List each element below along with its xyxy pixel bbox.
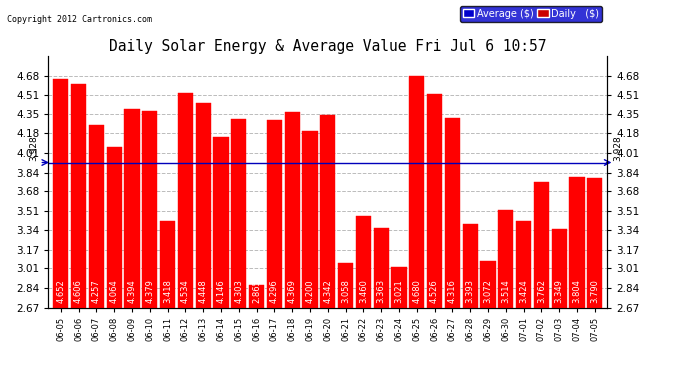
Text: 3.460: 3.460 [359,279,368,303]
Text: 4.394: 4.394 [128,279,137,303]
Bar [160,221,175,308]
Bar [338,263,353,308]
Bar [89,124,104,308]
Text: 4.146: 4.146 [217,279,226,303]
Bar [587,178,602,308]
Text: 3.021: 3.021 [395,279,404,303]
Text: 3.393: 3.393 [466,279,475,303]
Bar [534,182,549,308]
Bar [480,261,495,308]
Text: 3.928: 3.928 [30,136,39,161]
Text: 2.865: 2.865 [252,279,261,303]
Text: 3.804: 3.804 [573,279,582,303]
Bar [409,76,424,307]
Title: Daily Solar Energy & Average Value Fri Jul 6 10:57: Daily Solar Energy & Average Value Fri J… [109,39,546,54]
Text: 3.514: 3.514 [501,279,510,303]
Text: 3.072: 3.072 [484,279,493,303]
Bar [249,285,264,308]
Text: 4.526: 4.526 [430,279,439,303]
Bar [516,220,531,308]
Text: 4.064: 4.064 [110,279,119,303]
Text: 4.296: 4.296 [270,279,279,303]
Bar [445,118,460,308]
Bar [53,79,68,308]
Bar [391,267,406,308]
Bar [356,216,371,308]
Bar [569,177,584,308]
Text: 4.448: 4.448 [199,279,208,303]
Bar [213,137,228,308]
Text: 4.342: 4.342 [323,279,333,303]
Text: 4.652: 4.652 [57,279,66,303]
Text: 4.200: 4.200 [306,279,315,303]
Text: 4.379: 4.379 [146,279,155,303]
Bar [551,229,566,308]
Bar [373,228,388,308]
Text: 4.680: 4.680 [412,279,422,303]
Text: Copyright 2012 Cartronics.com: Copyright 2012 Cartronics.com [7,15,152,24]
Bar [106,147,121,308]
Bar [302,131,317,308]
Text: 4.534: 4.534 [181,279,190,303]
Text: 3.424: 3.424 [519,279,528,303]
Text: 4.316: 4.316 [448,279,457,303]
Bar [71,84,86,308]
Text: 3.928: 3.928 [613,136,622,161]
Text: 4.257: 4.257 [92,279,101,303]
Bar [195,103,210,308]
Bar [284,112,299,308]
Text: 4.303: 4.303 [234,279,244,303]
Bar [498,210,513,308]
Text: 3.349: 3.349 [555,279,564,303]
Text: 3.762: 3.762 [537,279,546,303]
Bar [124,109,139,308]
Text: 4.606: 4.606 [74,279,83,303]
Bar [178,93,193,308]
Text: 3.058: 3.058 [341,279,350,303]
Bar [462,224,477,308]
Text: 3.790: 3.790 [590,279,599,303]
Legend: Average ($), Daily   ($): Average ($), Daily ($) [460,6,602,22]
Bar [427,94,442,308]
Bar [267,120,282,308]
Text: 3.418: 3.418 [163,279,172,303]
Bar [320,115,335,308]
Text: 3.363: 3.363 [377,279,386,303]
Text: 4.369: 4.369 [288,279,297,303]
Bar [231,119,246,308]
Bar [142,111,157,308]
